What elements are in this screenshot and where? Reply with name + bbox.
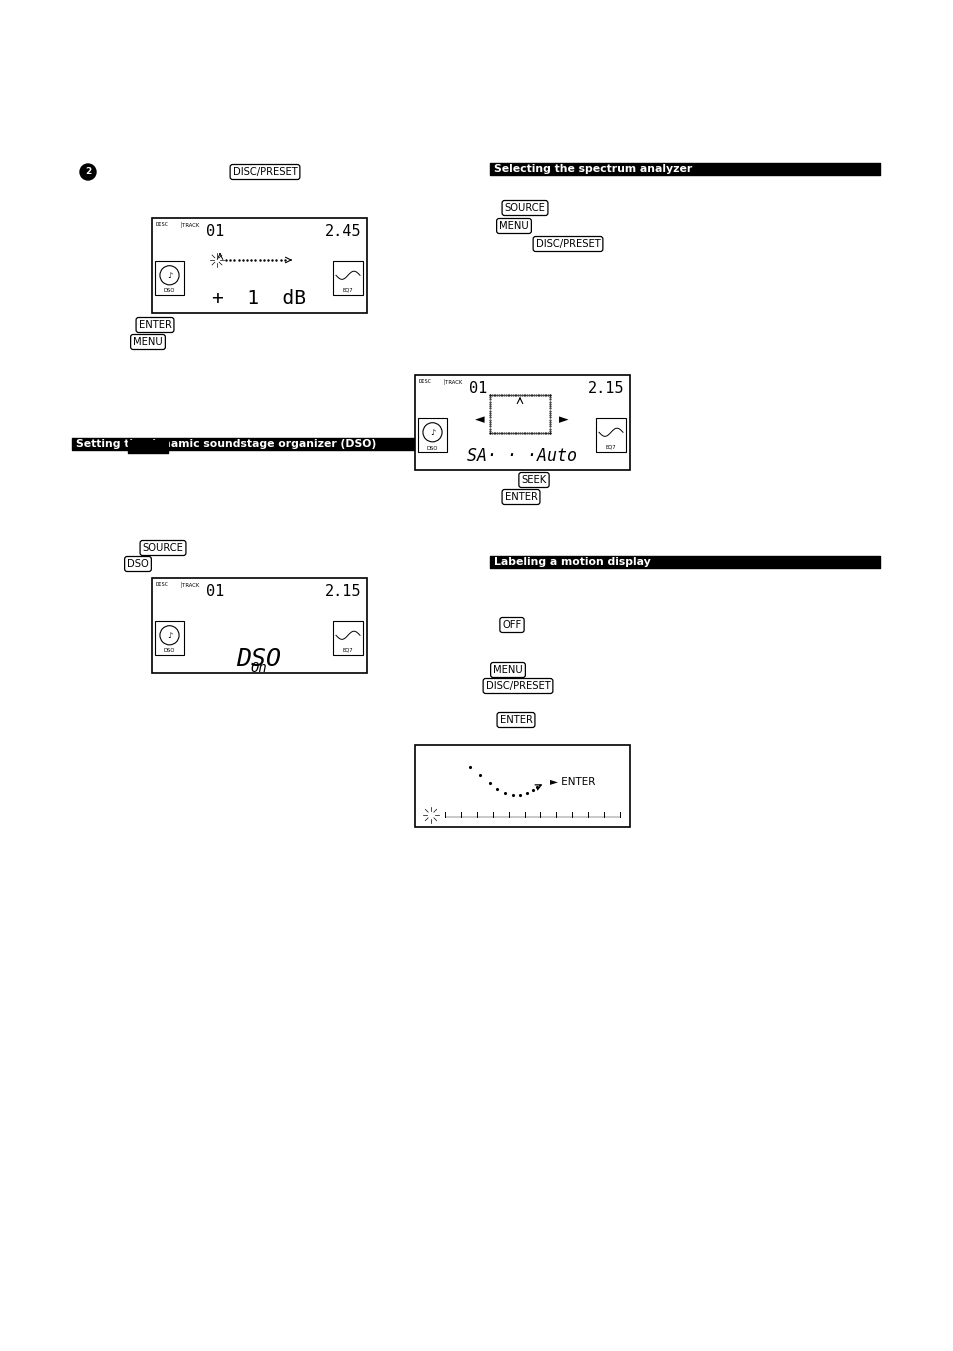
Circle shape: [422, 423, 441, 442]
Circle shape: [80, 163, 96, 180]
Bar: [415, 744, 629, 827]
Text: ► ENTER: ► ENTER: [550, 777, 595, 788]
Text: EQ7: EQ7: [342, 288, 353, 293]
Text: 2.15: 2.15: [587, 381, 623, 396]
Text: EQ7: EQ7: [342, 647, 353, 653]
Circle shape: [160, 266, 179, 285]
Bar: [333, 621, 363, 655]
Text: +  1  dB: + 1 dB: [212, 289, 306, 308]
Text: ◄: ◄: [475, 413, 484, 427]
Bar: [154, 261, 184, 295]
Text: 2.15: 2.15: [324, 584, 360, 598]
Text: DSO: DSO: [236, 647, 281, 671]
Bar: [415, 376, 629, 470]
Text: OFF: OFF: [502, 620, 521, 630]
Text: ♪: ♪: [167, 631, 172, 640]
Text: ENTER: ENTER: [138, 320, 172, 330]
Text: 2.45: 2.45: [324, 224, 360, 239]
Text: MENU: MENU: [133, 336, 163, 347]
Text: On: On: [251, 661, 267, 676]
Text: DISC: DISC: [418, 380, 432, 384]
Text: ♪: ♪: [167, 270, 172, 280]
Text: DSO: DSO: [164, 289, 175, 293]
Circle shape: [160, 626, 179, 644]
Text: DSO: DSO: [127, 559, 149, 569]
Text: │TRACK: │TRACK: [180, 222, 200, 228]
Text: DISC: DISC: [156, 222, 169, 227]
Text: DSO: DSO: [426, 446, 437, 450]
Text: DISC/PRESET: DISC/PRESET: [485, 681, 550, 690]
Text: Labeling a motion display: Labeling a motion display: [494, 557, 650, 567]
Text: │TRACK: │TRACK: [442, 380, 463, 385]
Text: MENU: MENU: [493, 665, 522, 676]
Text: SEEK: SEEK: [521, 476, 546, 485]
Text: DISC/PRESET: DISC/PRESET: [535, 239, 599, 249]
Text: SOURCE: SOURCE: [504, 203, 545, 213]
Bar: [417, 417, 447, 453]
Text: EQ7: EQ7: [605, 444, 616, 450]
Bar: [154, 621, 184, 655]
Text: DSO: DSO: [164, 648, 175, 654]
Bar: [152, 578, 367, 673]
Text: │TRACK: │TRACK: [180, 582, 200, 588]
Text: SOURCE: SOURCE: [142, 543, 183, 553]
Bar: [596, 417, 625, 453]
Text: ♪: ♪: [430, 428, 435, 436]
Text: MENU: MENU: [498, 222, 528, 231]
Text: ENTER: ENTER: [499, 715, 532, 725]
Text: Selecting the spectrum analyzer: Selecting the spectrum analyzer: [494, 163, 692, 174]
Text: ►: ►: [558, 413, 568, 427]
Text: 01: 01: [206, 584, 224, 598]
Text: 2: 2: [85, 168, 91, 177]
Text: DISC/PRESET: DISC/PRESET: [233, 168, 297, 177]
Bar: [333, 261, 363, 295]
Text: DISC: DISC: [156, 582, 169, 586]
Text: Setting the dynamic soundstage organizer (DSO): Setting the dynamic soundstage organizer…: [76, 439, 375, 449]
Text: SA· · ·Auto: SA· · ·Auto: [467, 447, 577, 465]
Text: 01: 01: [206, 224, 224, 239]
Text: 01: 01: [469, 381, 487, 396]
Bar: [152, 218, 367, 313]
Text: ENTER: ENTER: [504, 492, 537, 503]
